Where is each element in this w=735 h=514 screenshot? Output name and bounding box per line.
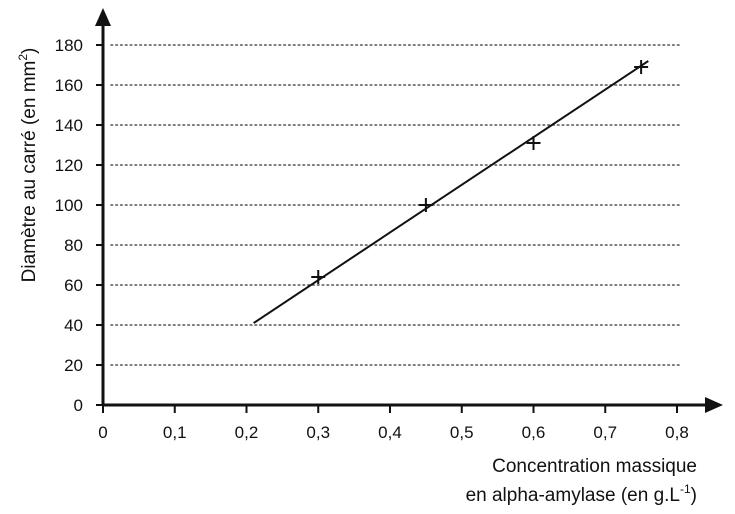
y-axis-label-main: Diamètre au carré (en mm (19, 61, 40, 283)
y-tick-label-140: 140 (55, 116, 83, 135)
x-axis-label-main: en alpha-amylase (en g.L (466, 485, 680, 506)
y-tick-label-40: 40 (64, 316, 83, 335)
y-axis-label: Diamètre au carré (en mm2) (16, 48, 40, 283)
x-tick-label-0.5: 0,5 (450, 423, 474, 442)
x-tick-label-0.2: 0,2 (235, 423, 259, 442)
x-tick-label-0.8: 0,8 (665, 423, 689, 442)
y-tick-label-120: 120 (55, 156, 83, 175)
trend-line (253, 60, 649, 324)
x-axis-label-superscript: -1 (680, 482, 691, 496)
data-layer (253, 60, 649, 324)
y-tick-label-180: 180 (55, 36, 83, 55)
x-tick-label-0.3: 0,3 (306, 423, 330, 442)
x-tick-label-0.1: 0,1 (163, 423, 187, 442)
x-axis-label-line-2: en alpha-amylase (en g.L-1) (466, 482, 697, 506)
x-axis-label-end: ) (691, 485, 697, 506)
x-tick-label-0.7: 0,7 (593, 423, 617, 442)
grid-lines (110, 44, 681, 366)
tick-labels: 0 20 40 60 80 100 120 140 160 180 0 0,1 0,2 0,3 0,4 0,5… (55, 36, 689, 442)
y-tick-label-20: 20 (64, 356, 83, 375)
y-tick-label-60: 60 (64, 276, 83, 295)
x-axis-label-line-1: Concentration massique (492, 456, 697, 477)
y-axis-label-end: ) (19, 48, 40, 54)
data-point-3 (526, 136, 541, 150)
axes (95, 8, 723, 413)
y-axis-label-superscript: 2 (16, 54, 30, 61)
x-tick-label-0.6: 0,6 (522, 423, 546, 442)
data-point-1 (311, 270, 326, 284)
y-axis-arrowhead (95, 8, 111, 26)
y-tick-label-100: 100 (55, 196, 83, 215)
tick-marks (96, 44, 678, 413)
x-tick-label-0.4: 0,4 (378, 423, 402, 442)
x-axis-arrowhead (705, 397, 723, 413)
y-tick-label-80: 80 (64, 236, 83, 255)
data-point-2 (418, 198, 433, 212)
x-tick-label-0: 0 (98, 423, 107, 442)
y-tick-label-0: 0 (74, 396, 83, 415)
data-point-4 (634, 60, 649, 74)
y-tick-label-160: 160 (55, 76, 83, 95)
